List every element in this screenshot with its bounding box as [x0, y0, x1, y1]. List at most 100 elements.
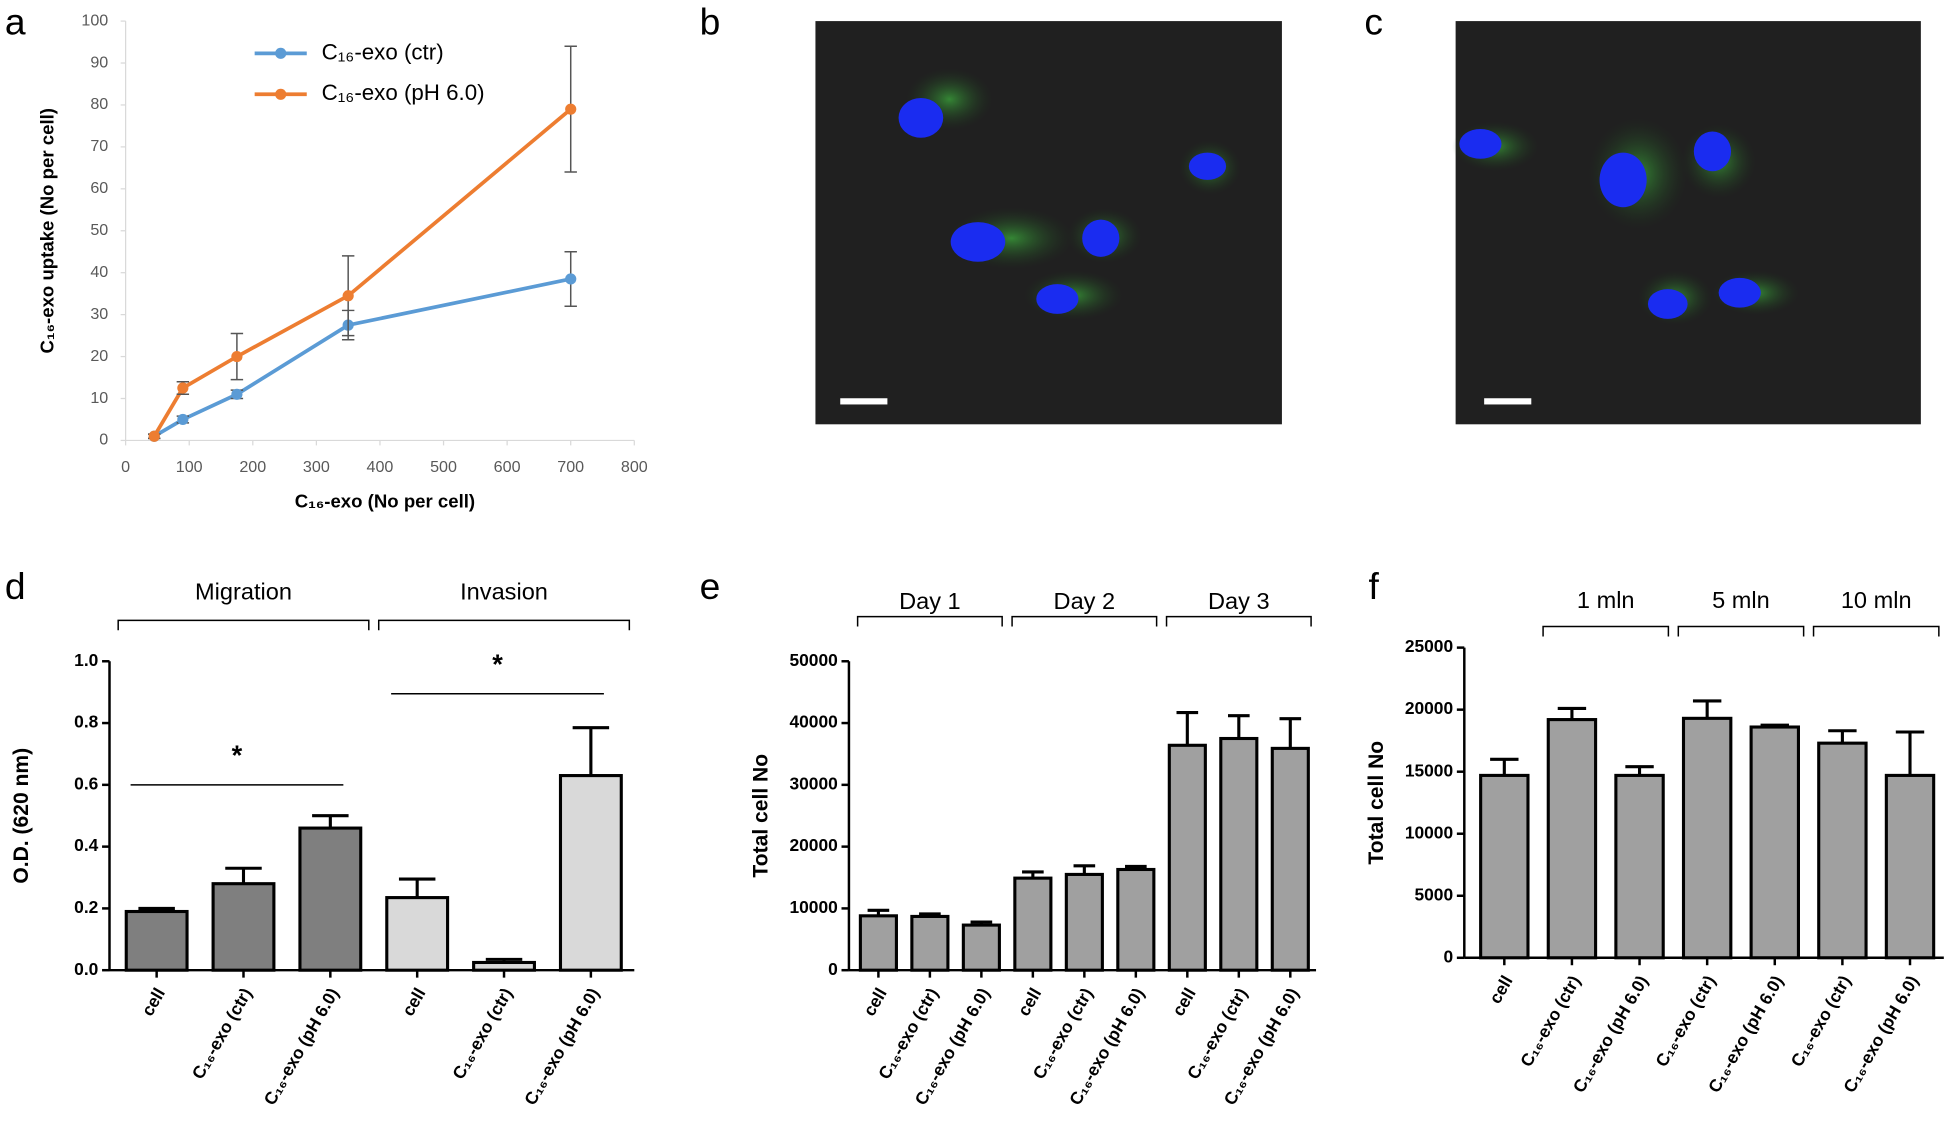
panel-label: e — [700, 565, 721, 607]
bar — [1479, 773, 1530, 960]
significance-label: * — [492, 649, 503, 680]
group-bracket — [1011, 615, 1158, 627]
bar — [385, 896, 450, 972]
series-line — [152, 107, 572, 438]
nucleus — [1188, 152, 1227, 180]
group-label: Day 3 — [1208, 588, 1270, 614]
y-axis-title: Total cell No — [1365, 741, 1388, 865]
micrograph-c — [1451, 21, 1921, 425]
bar — [558, 774, 623, 972]
error-bar — [225, 866, 262, 884]
group-label: 1 mln — [1577, 587, 1635, 613]
x-tick-label: C₁₆-exo (pH 6.0) — [1839, 972, 1922, 1096]
y-tick-label: 0 — [99, 431, 108, 449]
data-point — [177, 382, 189, 394]
x-tick-label: cell — [859, 984, 891, 1019]
y-tick-label: 30000 — [789, 773, 837, 793]
significance-label: * — [232, 740, 243, 771]
legend-label: C₁₆-exo (pH 6.0) — [322, 80, 485, 105]
group-bracket — [1542, 625, 1670, 637]
x-tick-label: 500 — [430, 458, 457, 476]
nucleus — [950, 222, 1006, 262]
bar — [910, 914, 950, 972]
nucleus — [1036, 284, 1079, 314]
error-bar — [1692, 699, 1722, 719]
y-tick-label: 60 — [90, 179, 108, 197]
bar — [1614, 773, 1665, 960]
x-tick-label: C₁₆-exo (pH 6.0) — [260, 984, 343, 1108]
bar — [124, 909, 189, 972]
y-tick-label: 90 — [90, 53, 108, 71]
group-bracket — [117, 619, 370, 631]
y-tick-label: 10000 — [1405, 822, 1453, 842]
y-tick-label: 0 — [828, 959, 838, 979]
group-bracket — [1677, 625, 1805, 637]
group-label: Day 2 — [1054, 588, 1116, 614]
nucleus — [1647, 289, 1688, 319]
x-tick-label: C₁₆-exo (ctr) — [1651, 972, 1719, 1070]
y-tick-label: 15000 — [1405, 760, 1453, 780]
legend-marker — [275, 88, 287, 100]
legend-marker — [275, 47, 287, 59]
y-tick-label: 20 — [90, 347, 108, 365]
data-point — [177, 413, 189, 426]
bar — [1817, 741, 1868, 960]
panel-label: f — [1369, 565, 1380, 607]
bar — [472, 960, 536, 972]
x-tick-label: C₁₆-exo (pH 6.0) — [520, 984, 603, 1108]
bar — [1116, 867, 1156, 972]
x-tick-label: 100 — [176, 458, 203, 476]
data-point — [565, 273, 577, 285]
x-tick-label: C₁₆-exo (ctr) — [188, 984, 256, 1082]
panel-label: b — [700, 1, 721, 43]
group-label: Migration — [195, 578, 292, 604]
y-tick-label: 0.0 — [74, 959, 98, 979]
y-tick-label: 10 — [90, 389, 108, 407]
data-point — [342, 290, 354, 302]
y-tick-label: 50000 — [789, 650, 837, 670]
error-bar — [1490, 757, 1519, 776]
error-bar — [1279, 717, 1302, 749]
x-tick-label: cell — [1485, 972, 1517, 1007]
data-point — [148, 430, 160, 442]
chart-d: d 0.0 0.2 0.4 0.6 0.8 1.0 O.D. (620 nm) cell C₁₆-… — [5, 565, 635, 1108]
group-bracket — [377, 619, 631, 631]
panel-label: a — [5, 1, 26, 43]
chart-a: a 0 10 20 30 40 50 60 70 80 90 100 0 100 200 300 400 500 6… — [5, 1, 648, 512]
x-tick-label: cell — [398, 984, 430, 1019]
x-axis-title: C₁₆-exo (No per cell) — [295, 490, 475, 511]
panel-label: c — [1364, 1, 1383, 43]
y-axis-title: C₁₆-exo uptake (No per cell) — [37, 108, 58, 354]
error-bar — [312, 814, 349, 829]
y-tick-label: 40000 — [789, 712, 837, 732]
x-tick-label: cell — [137, 984, 169, 1019]
bar — [961, 923, 1001, 972]
y-axis-title: Total cell No — [750, 754, 773, 878]
error-bar — [1828, 729, 1857, 744]
x-tick-label: C₁₆-exo (pH 6.0) — [1569, 972, 1652, 1096]
scale-bar — [840, 398, 888, 405]
x-tick-label: 0 — [121, 458, 130, 476]
bar — [298, 826, 363, 972]
y-tick-label: 0.8 — [74, 712, 98, 732]
micrograph-b — [815, 21, 1282, 425]
group-bracket — [856, 615, 1003, 627]
y-tick-label: 20000 — [789, 835, 837, 855]
series-line — [153, 277, 572, 438]
y-tick-label: 30 — [90, 305, 108, 323]
error-bar — [1557, 706, 1587, 720]
error-bar — [1176, 711, 1199, 746]
bar — [1749, 725, 1800, 960]
bar — [1270, 746, 1310, 972]
nucleus — [1718, 277, 1761, 308]
y-tick-label: 0.2 — [74, 897, 98, 917]
panel-label: d — [5, 565, 26, 607]
bar — [1884, 773, 1936, 960]
nucleus — [1693, 131, 1732, 172]
error-bar — [1227, 714, 1250, 739]
x-tick-label: cell — [1013, 984, 1045, 1019]
error-bar — [398, 877, 436, 898]
y-axis-title: O.D. (620 nm) — [10, 748, 33, 884]
scale-bar — [1484, 398, 1532, 405]
